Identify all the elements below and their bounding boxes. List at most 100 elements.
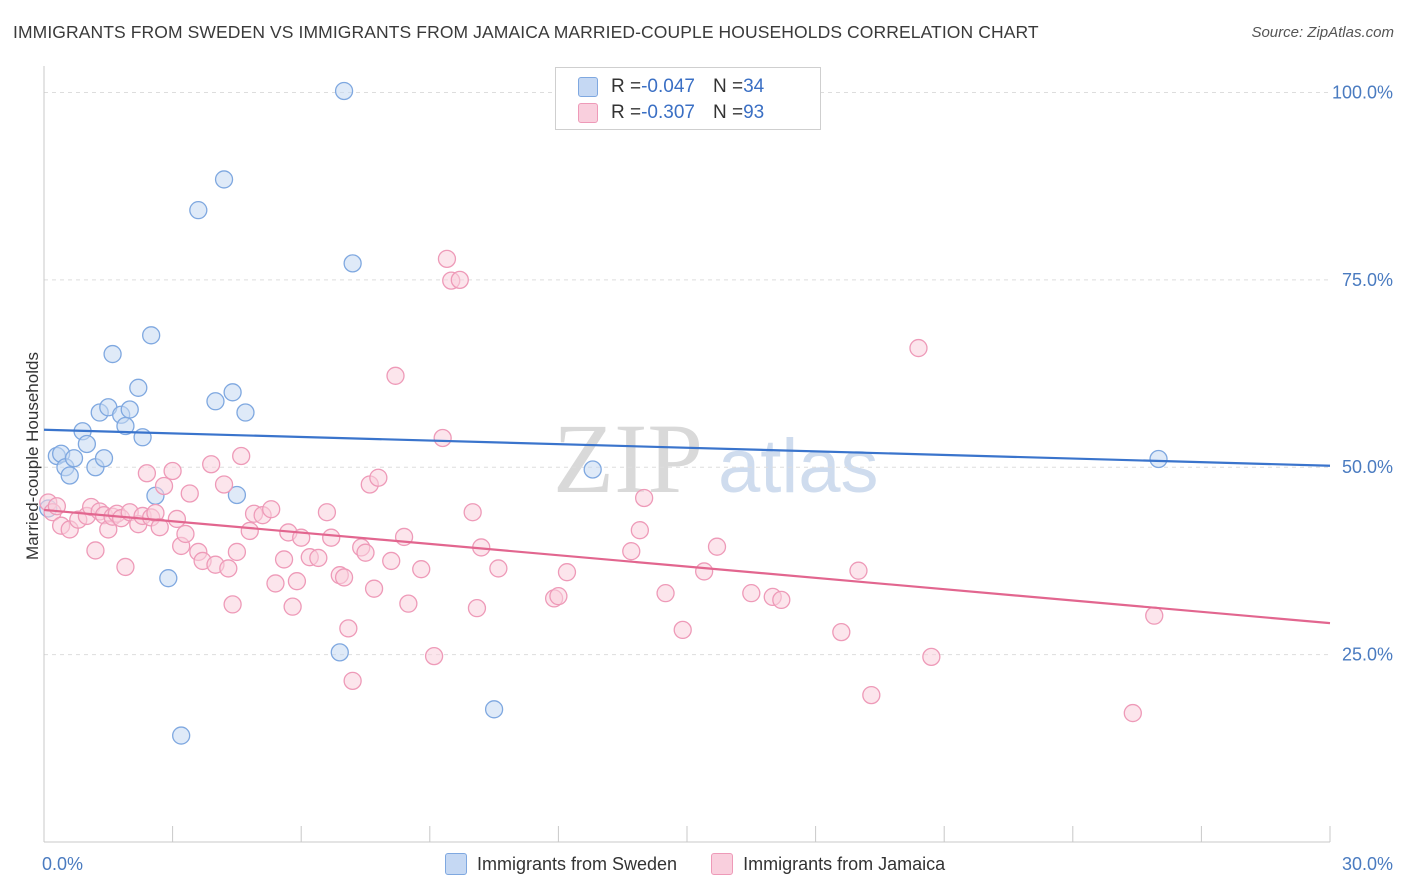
jamaica-point bbox=[322, 528, 341, 547]
jamaica-point bbox=[557, 563, 577, 582]
x-tick-label: 0.0% bbox=[42, 854, 83, 874]
jamaica-point bbox=[176, 524, 195, 544]
jamaica-point bbox=[909, 338, 928, 358]
jamaica-point bbox=[1145, 606, 1164, 625]
jamaica-point bbox=[266, 574, 285, 593]
jamaica-point bbox=[707, 537, 727, 556]
legend-label-sweden: Immigrants from Sweden bbox=[477, 853, 678, 874]
jamaica-point bbox=[223, 595, 242, 614]
stats-r-value: -0.307 bbox=[641, 102, 695, 123]
sweden-trend-line bbox=[43, 428, 1331, 467]
jamaica-trend-line bbox=[43, 508, 1331, 625]
jamaica-point bbox=[240, 521, 259, 541]
y-tick-label: 100.0% bbox=[1332, 82, 1393, 102]
jamaica-point bbox=[437, 249, 457, 269]
chart-source: Source: ZipAtlas.com bbox=[1251, 24, 1394, 41]
jamaica-point bbox=[137, 464, 157, 483]
legend-label-jamaica: Immigrants from Jamaica bbox=[743, 853, 946, 874]
stats-n-label: N = bbox=[712, 102, 744, 123]
jamaica-point bbox=[214, 475, 234, 494]
legend-swatch-sweden bbox=[445, 853, 467, 875]
sweden-point bbox=[142, 326, 161, 345]
sweden-point bbox=[484, 700, 504, 719]
jamaica-point bbox=[424, 646, 444, 666]
jamaica-point bbox=[673, 620, 692, 640]
sweden-point bbox=[206, 392, 225, 411]
stats-n-value: 34 bbox=[743, 76, 765, 97]
jamaica-point bbox=[832, 622, 851, 642]
sweden-point bbox=[120, 400, 139, 419]
jamaica-point bbox=[412, 560, 431, 579]
jamaica-point bbox=[622, 542, 641, 561]
sweden-point bbox=[189, 201, 208, 220]
jamaica-point bbox=[922, 647, 941, 667]
chart-title: IMMIGRANTS FROM SWEDEN VS IMMIGRANTS FRO… bbox=[13, 22, 1039, 42]
sweden-point bbox=[64, 449, 84, 468]
points-layer bbox=[39, 81, 1168, 745]
jamaica-point bbox=[862, 685, 881, 705]
jamaica-point bbox=[742, 584, 761, 603]
jamaica-point bbox=[283, 597, 302, 616]
tick-label-layer: 25.0% 50.0% 75.0% 100.0% 0.0% 30.0% bbox=[42, 82, 1393, 874]
stats-r-label: R = bbox=[611, 102, 642, 123]
jamaica-point bbox=[274, 550, 294, 569]
jamaica-point bbox=[630, 521, 649, 540]
stats-row-sweden: R = -0.047 N = 34 bbox=[578, 74, 764, 100]
watermark-atlas-text: atlas bbox=[718, 424, 879, 509]
sweden-point bbox=[227, 485, 247, 505]
jamaica-point bbox=[382, 551, 401, 571]
trend-layer bbox=[43, 428, 1331, 625]
sweden-point bbox=[129, 378, 148, 397]
jamaica-point bbox=[339, 619, 358, 638]
stats-n-value: 93 bbox=[743, 102, 765, 123]
jamaica-point bbox=[309, 548, 328, 568]
jamaica-point bbox=[116, 557, 135, 577]
jamaica-point bbox=[386, 366, 405, 385]
y-tick-label: 75.0% bbox=[1342, 270, 1393, 290]
y-tick-label: 25.0% bbox=[1342, 645, 1393, 665]
stats-legend: R = -0.047 N = 34 R = -0.307 N = 93 bbox=[555, 67, 821, 130]
jamaica-point bbox=[450, 270, 469, 290]
jamaica-point bbox=[656, 584, 675, 603]
stats-r-value: -0.047 bbox=[641, 76, 695, 97]
sweden-point bbox=[334, 81, 354, 101]
jamaica-point bbox=[399, 594, 418, 613]
x-tick-label: 30.0% bbox=[1342, 854, 1393, 874]
jamaica-point bbox=[287, 572, 307, 591]
sweden-point bbox=[223, 383, 242, 402]
sweden-point bbox=[103, 344, 122, 364]
jamaica-point bbox=[163, 461, 182, 481]
jamaica-point bbox=[227, 542, 247, 562]
jamaica-point bbox=[694, 562, 714, 581]
legend-item-sweden[interactable]: Immigrants from Sweden bbox=[445, 853, 677, 875]
jamaica-point bbox=[219, 559, 238, 578]
jamaica-point bbox=[334, 568, 354, 587]
watermark: ZIP atlas bbox=[553, 403, 879, 514]
jamaica-point bbox=[489, 559, 508, 578]
jamaica-point bbox=[549, 587, 568, 606]
legend-swatch-jamaica bbox=[711, 853, 734, 875]
jamaica-point bbox=[356, 543, 375, 562]
sweden-point bbox=[330, 643, 349, 662]
series-legend: Immigrants from Sweden Immigrants from J… bbox=[445, 851, 979, 877]
sweden-point bbox=[236, 403, 255, 422]
sweden-point bbox=[343, 254, 362, 273]
y-tick-label: 50.0% bbox=[1342, 457, 1393, 477]
jamaica-point bbox=[202, 455, 221, 474]
sweden-point bbox=[1149, 449, 1168, 469]
sweden-point bbox=[60, 466, 79, 485]
jamaica-point bbox=[167, 509, 187, 529]
sweden-point bbox=[172, 726, 191, 745]
jamaica-point bbox=[634, 488, 654, 508]
stats-swatch-jamaica bbox=[578, 103, 598, 123]
jamaica-point bbox=[317, 503, 337, 522]
jamaica-point bbox=[150, 518, 169, 537]
stats-row-jamaica: R = -0.307 N = 93 bbox=[578, 100, 764, 126]
sweden-point bbox=[214, 170, 234, 189]
jamaica-point bbox=[262, 500, 281, 519]
watermark-zip-text: ZIP bbox=[553, 403, 703, 514]
legend-item-jamaica[interactable]: Immigrants from Jamaica bbox=[711, 853, 945, 875]
stats-r-label: R = bbox=[611, 76, 642, 97]
